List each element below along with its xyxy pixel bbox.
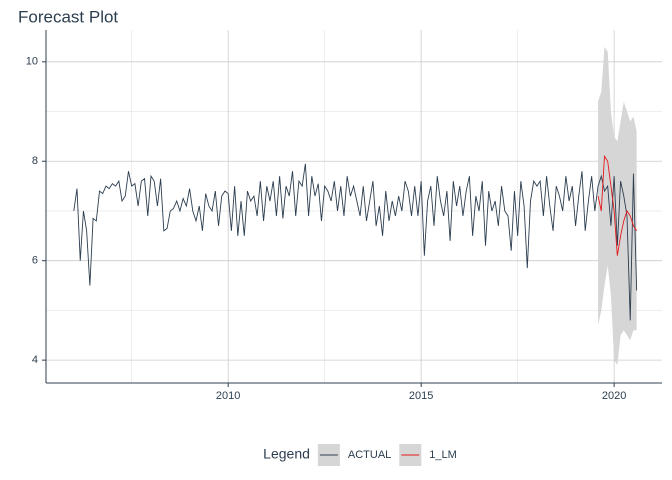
series-line xyxy=(73,163,638,321)
confidence-band xyxy=(598,46,637,366)
legend-label: ACTUAL xyxy=(348,449,391,461)
series-line xyxy=(597,154,638,256)
y-tick-label: 10 xyxy=(26,56,38,68)
y-tick-label: 8 xyxy=(32,155,38,167)
legend-title: Legend xyxy=(263,446,310,462)
x-tick-label: 2020 xyxy=(602,390,626,402)
chart-title: Forecast Plot xyxy=(18,7,118,26)
x-tick-label: 2015 xyxy=(409,390,433,402)
y-tick-label: 4 xyxy=(32,354,38,366)
y-tick-label: 6 xyxy=(32,255,38,267)
x-tick-label: 2010 xyxy=(216,390,240,402)
legend-label: 1_LM xyxy=(429,449,457,461)
